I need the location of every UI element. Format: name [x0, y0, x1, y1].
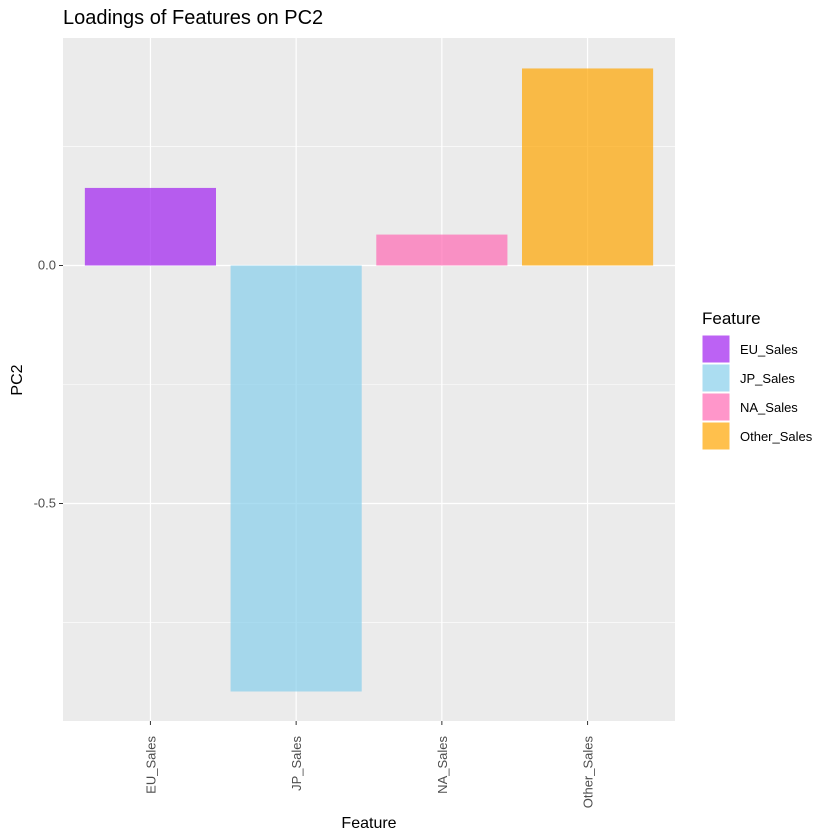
y-tick-label: 0.0 [38, 258, 56, 273]
x-tick-label: JP_Sales [289, 736, 304, 791]
legend-label: Other_Sales [740, 429, 813, 444]
legend-label: JP_Sales [740, 371, 795, 386]
chart-title: Loadings of Features on PC2 [63, 7, 323, 29]
x-axis-ticks: EU_Sales JP_Sales NA_Sales Other_Sales [143, 721, 596, 809]
y-axis-title: PC2 [9, 364, 26, 395]
x-tick-label: NA_Sales [435, 736, 450, 794]
bar-na-sales [376, 234, 508, 266]
legend-swatch [701, 334, 731, 364]
legend-items: EU_Sales JP_Sales NA_Sales Other_Sales [701, 334, 813, 451]
legend: Feature EU_Sales JP_Sales NA_Sales Other_Sa… [701, 309, 813, 451]
y-axis-ticks: 0.0 -0.5 [34, 258, 63, 510]
legend-label: EU_Sales [740, 342, 798, 357]
x-tick-label: EU_Sales [143, 736, 158, 794]
legend-swatch [701, 392, 731, 422]
legend-swatch [701, 363, 731, 393]
bar-jp-sales [230, 265, 362, 692]
bar-eu-sales [84, 187, 216, 266]
legend-swatch [701, 421, 731, 451]
x-tick-label: Other_Sales [581, 736, 596, 809]
legend-title: Feature [702, 309, 761, 328]
bar-other-sales [522, 68, 654, 266]
bars [84, 68, 654, 692]
legend-label: NA_Sales [740, 400, 798, 415]
y-tick-label: -0.5 [34, 495, 56, 510]
x-axis-title: Feature [341, 815, 396, 832]
